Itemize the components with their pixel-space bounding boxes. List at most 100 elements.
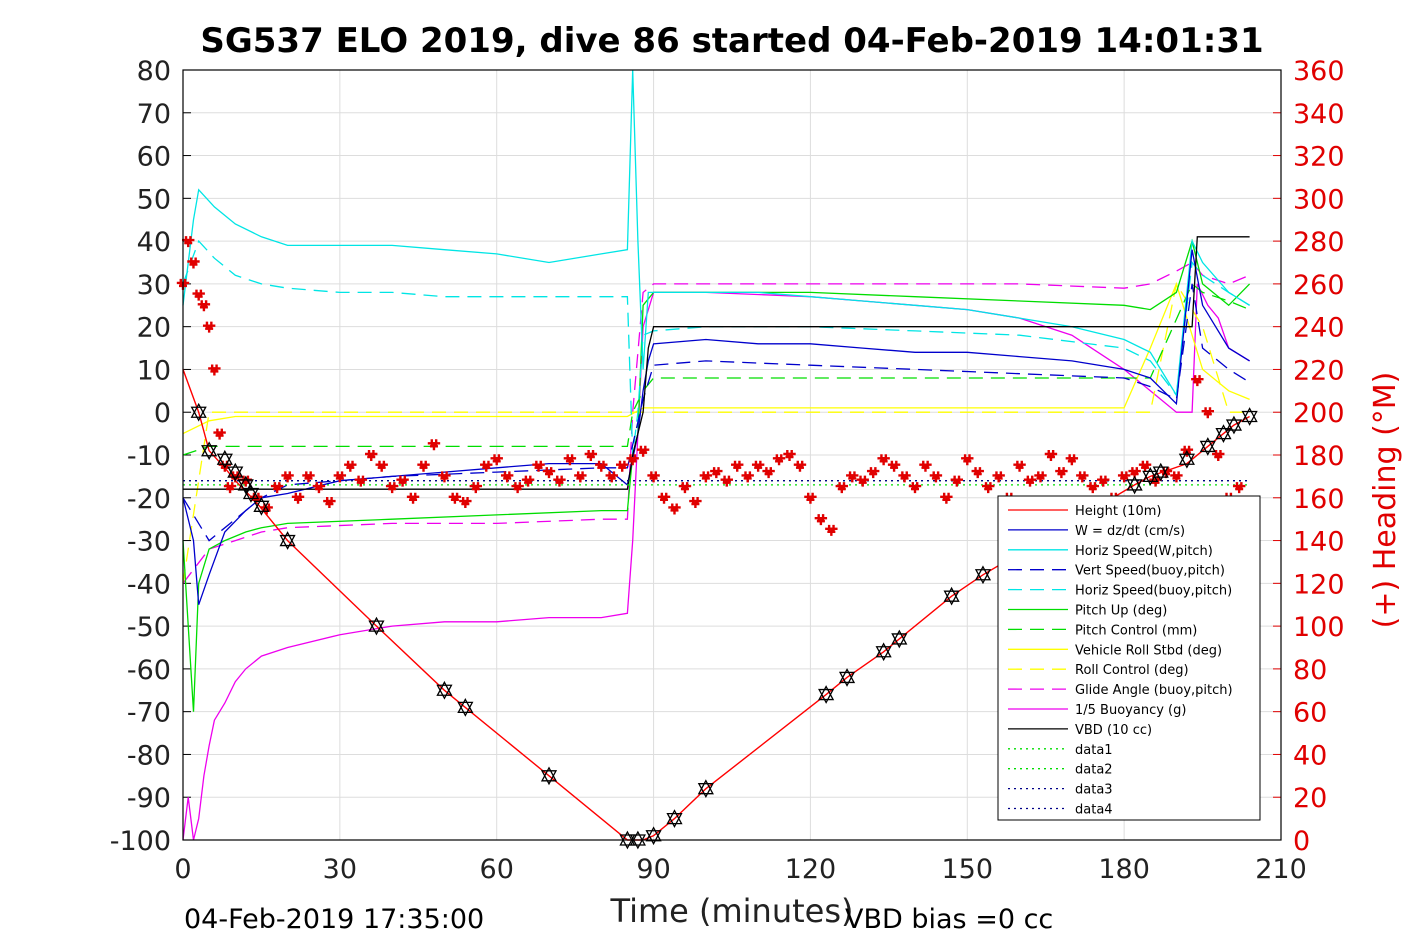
legend-label: W = dz/dt (cm/s) (1075, 524, 1185, 539)
height-marker-up (697, 779, 714, 795)
height-marker-down (645, 830, 662, 846)
height-marker-up (943, 586, 960, 602)
heading-point (228, 482, 237, 491)
x-tick-label: 180 (1098, 854, 1150, 885)
height-marker-up (875, 642, 892, 658)
height-marker-down (838, 671, 856, 687)
heading-point (202, 300, 211, 309)
x-tick-label: 60 (480, 854, 514, 885)
heading-point (217, 428, 226, 437)
legend-label: VBD (10 cc) (1075, 723, 1152, 738)
heading-point (421, 460, 430, 469)
height-marker-down (216, 453, 233, 469)
y-tick-label: -30 (127, 527, 171, 558)
y2-tick-labels: 3603403203002802602402202001801601401201… (1293, 56, 1345, 857)
height-marker-down (1142, 470, 1159, 486)
chart-title: SG537 ELO 2019, dive 86 started 04-Feb-2… (200, 21, 1263, 61)
heading-point (296, 492, 305, 501)
heading-point (1122, 471, 1131, 480)
heading-point (390, 482, 399, 491)
heading-point (400, 475, 409, 484)
height-marker-down (368, 620, 385, 636)
heading-point (474, 482, 482, 491)
height-marker-up (237, 475, 254, 491)
legend-label: Vehicle Roll Stbd (deg) (1075, 643, 1222, 658)
heading-point (965, 454, 974, 463)
heading-point (651, 471, 660, 480)
legend-label: data1 (1075, 743, 1113, 758)
height-marker-down (1178, 453, 1195, 469)
heading-point (1206, 407, 1214, 416)
height-marker-down (818, 688, 835, 704)
height-marker-down (242, 487, 260, 503)
heading-point (191, 257, 200, 266)
x-tick-labels: 0 30 60 90 120 150 180 210 (174, 854, 1306, 885)
series-line-vert-speed-buoy-pitch (182, 283, 1250, 542)
height-markers (190, 402, 1258, 850)
x-tick-label: 210 (1255, 854, 1307, 885)
height-marker-up (666, 809, 683, 825)
heading-point (892, 460, 901, 469)
y-tick-label: 70 (137, 99, 171, 130)
legend-label: Pitch Up (deg) (1075, 604, 1167, 619)
heading-point (411, 492, 420, 501)
height-marker-up (279, 531, 296, 547)
heading-point (1101, 475, 1110, 484)
heading-point (840, 482, 848, 491)
heading-point (996, 471, 1005, 480)
height-marker-down (974, 569, 992, 585)
legend-label: Pitch Control (mm) (1075, 623, 1197, 638)
heading-point (881, 454, 890, 463)
height-marker-down (629, 834, 646, 850)
heading-point (526, 475, 535, 484)
heading-point (327, 497, 336, 506)
series-line-roll-control-deg (182, 282, 1250, 584)
height-marker-down (891, 633, 908, 649)
series-line-vbd-10-cc (183, 236, 1250, 490)
y-tick-label: 40 (137, 227, 171, 258)
height-marker-down (190, 406, 207, 422)
height-marker-down (1215, 427, 1232, 443)
heading-point (934, 471, 943, 480)
heading-point (186, 236, 195, 245)
heading-point (1216, 450, 1225, 458)
heading-point (704, 471, 713, 480)
heading-point (1017, 460, 1026, 469)
heading-point (536, 460, 545, 469)
heading-point (819, 514, 828, 523)
heading-point (369, 450, 378, 458)
y2-tick-label: 240 (1293, 313, 1345, 344)
heading-point (975, 467, 984, 476)
heading-point (568, 454, 577, 463)
heading-point (484, 460, 493, 469)
y2-tick-label: 360 (1293, 56, 1345, 87)
height-marker-up (645, 826, 662, 842)
height-marker-up (540, 766, 558, 782)
height-marker-up (368, 616, 385, 632)
heading-point (683, 482, 692, 491)
series-line-horiz-speed-buoy-pitch (182, 239, 1250, 456)
y-tick-label: 80 (137, 56, 171, 87)
y-tick-label: -10 (127, 441, 171, 472)
heading-point (745, 471, 754, 480)
legend-label: Glide Angle (buoy,pitch) (1075, 683, 1233, 698)
heading-point (599, 460, 608, 469)
heading-point (212, 364, 221, 373)
height-marker-down (619, 834, 636, 850)
heading-point (515, 482, 524, 491)
legend-label: Height (10m) (1075, 504, 1161, 519)
height-marker-up (1178, 449, 1195, 465)
y2-tick-label: 280 (1293, 227, 1345, 258)
height-marker-down (1241, 410, 1258, 426)
heading-point (1185, 445, 1194, 454)
y-tick-label: -100 (110, 826, 171, 857)
heading-point (714, 467, 723, 476)
height-marker-down (436, 684, 453, 700)
height-marker-up (891, 629, 908, 645)
heading-point (1174, 471, 1183, 480)
legend-label: Horiz Speed(W,pitch) (1075, 544, 1213, 559)
heading-point (1080, 471, 1089, 480)
height-marker-down (1225, 419, 1243, 435)
footer-timestamp: 04-Feb-2019 17:35:00 (184, 904, 484, 935)
